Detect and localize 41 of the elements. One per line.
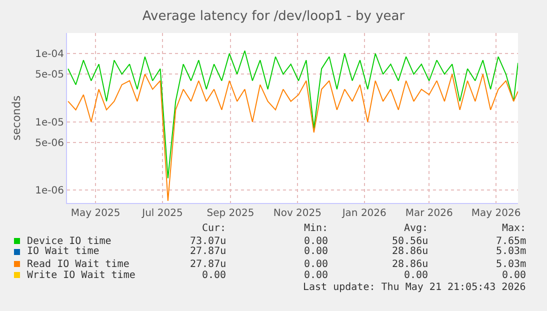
y-tick-label: 1e-05 <box>35 117 64 128</box>
x-tick-label: May 2026 <box>471 208 521 219</box>
text: 0.00 <box>404 270 428 281</box>
y-tick-label: 5e-06 <box>35 138 64 149</box>
x-tick-label: Nov 2025 <box>273 208 322 219</box>
text: 28.86u <box>392 259 428 270</box>
x-tick-label: Sep 2025 <box>206 208 254 219</box>
x-tick-label: Jan 2026 <box>341 208 386 219</box>
legend-label: Write IO Wait time <box>27 270 136 281</box>
y-tick-label: 5e-05 <box>35 70 64 81</box>
text: 73.07u <box>190 236 226 247</box>
text: 0.00 <box>304 270 328 281</box>
x-tick-label: Mar 2026 <box>405 208 453 219</box>
legend-label: IO Wait time <box>27 246 100 257</box>
text: 5.03m <box>496 246 526 257</box>
text: Avg: <box>404 223 428 234</box>
text: 0.00 <box>304 259 328 270</box>
legend-label: Device IO time <box>27 236 112 247</box>
x-tick-label: Jul 2025 <box>141 208 183 219</box>
y-axis-title: seconds <box>10 95 23 140</box>
chart-title: Average latency for /dev/loop1 - by year <box>142 8 406 24</box>
text: 50.56u <box>392 236 428 247</box>
y-tick-label: 1e-04 <box>35 49 64 60</box>
line-series <box>68 74 518 202</box>
y-tick-label: 1e-06 <box>35 186 64 197</box>
text: Min: <box>304 223 328 234</box>
text: 0.00 <box>502 270 526 281</box>
text: 0.00 <box>304 246 328 257</box>
line-series <box>68 50 518 179</box>
text: Max: <box>502 223 526 234</box>
text: Last update: Thu May 21 21:05:43 2026 <box>303 282 526 293</box>
legend-label: Read IO Wait time <box>27 259 130 270</box>
text: 7.65m <box>496 236 526 247</box>
text: 28.86u <box>392 246 428 257</box>
text: 0.00 <box>202 270 226 281</box>
x-tick-label: May 2025 <box>70 208 120 219</box>
text: 27.87u <box>190 246 226 257</box>
text: 27.87u <box>190 259 226 270</box>
text: 0.00 <box>304 236 328 247</box>
text: Cur: <box>202 223 226 234</box>
text: 5.03m <box>496 259 526 270</box>
